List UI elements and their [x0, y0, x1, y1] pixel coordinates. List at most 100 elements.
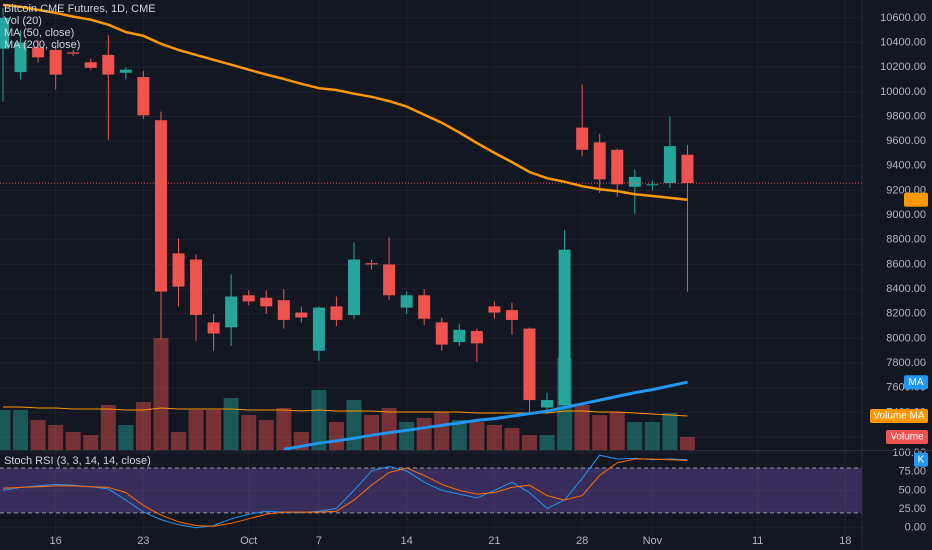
- y-tick-label: 8600.00: [886, 258, 926, 270]
- volume-bar: [328, 422, 344, 450]
- candle-body: [172, 253, 185, 287]
- y-tick-label: 10000.00: [880, 86, 926, 98]
- price-pane: [0, 0, 862, 548]
- candle-body: [260, 297, 273, 307]
- y-tick-label: 8000.00: [886, 332, 926, 344]
- candle-body: [523, 328, 536, 401]
- volume-bar: [48, 425, 64, 450]
- volume-ma-line: [3, 406, 688, 417]
- candle-body: [277, 300, 290, 320]
- candle-body: [470, 331, 483, 344]
- volume-bar: [65, 432, 81, 450]
- volume-bar: [13, 410, 29, 450]
- candle-body: [32, 47, 45, 58]
- stoch-title: Stoch RSI (3, 3, 14, 14, close): [4, 455, 151, 467]
- volume-bar: [486, 425, 502, 450]
- y-tick-label: 8800.00: [886, 234, 926, 246]
- axis-tag: [904, 192, 928, 207]
- volume-bar: [171, 432, 186, 450]
- legend-ma200: MA (200, close): [4, 39, 80, 51]
- ma-line: [283, 380, 688, 451]
- volume-bar: [135, 402, 151, 450]
- y-tick-label: 8200.00: [886, 308, 926, 320]
- candle-body: [242, 295, 255, 302]
- chart-title: Bitcoin CME Futures, 1D, CME: [4, 3, 156, 15]
- volume-bar: [662, 413, 678, 450]
- axes: 7200.007400.007600.007800.008000.008200.…: [50, 12, 928, 547]
- candle-body: [611, 149, 624, 185]
- x-tick-label: 23: [137, 535, 149, 547]
- candle-body: [593, 142, 606, 180]
- y-tick-label: 10200.00: [880, 61, 926, 73]
- y-tick-label: 9000.00: [886, 209, 926, 221]
- volume-bar: [539, 435, 555, 450]
- candle-body: [576, 127, 589, 150]
- candle-body: [67, 52, 80, 54]
- volume-bar: [469, 422, 485, 450]
- candle-body: [505, 310, 518, 320]
- ma-line: [2, 3, 688, 201]
- volume-bar: [644, 422, 660, 450]
- candle-body: [400, 295, 413, 308]
- candle-body: [435, 322, 448, 345]
- candle-body: [681, 154, 694, 184]
- candle-body: [646, 184, 659, 186]
- candle-body: [119, 69, 132, 73]
- candle-body: [453, 329, 466, 343]
- candle-body: [154, 120, 167, 292]
- y-tick-label: 50.00: [898, 484, 926, 496]
- y-tick-label: 7800.00: [886, 357, 926, 369]
- volume-bar: [522, 435, 537, 450]
- candle-body: [207, 322, 220, 334]
- candle-body: [330, 306, 343, 320]
- volume-bar: [223, 398, 239, 450]
- candle-body: [541, 400, 554, 408]
- axis-tag-label: MA: [909, 377, 924, 388]
- y-tick-label: 25.00: [898, 503, 926, 515]
- volume-bar: [0, 410, 11, 450]
- axis-tag: [914, 452, 928, 467]
- stoch-pane: [0, 452, 862, 529]
- candle-body: [14, 42, 27, 73]
- volume-bar: [346, 400, 362, 450]
- y-tick-label: 0.00: [905, 522, 926, 534]
- volume-bar: [416, 418, 432, 450]
- x-tick-label: 16: [50, 535, 62, 547]
- x-tick-label: 18: [839, 535, 851, 547]
- candle-body: [225, 296, 238, 328]
- stoch-line: [2, 454, 688, 529]
- volume-bar: [434, 412, 450, 450]
- volume-bar: [504, 428, 520, 450]
- volume-bar: [83, 435, 99, 450]
- volume-bar: [399, 422, 415, 450]
- volume-bar: [153, 338, 169, 450]
- axis-tag-label: Volume MA: [873, 411, 924, 422]
- candle-body: [418, 295, 431, 319]
- candle-body: [295, 312, 308, 318]
- volume-bar: [574, 405, 590, 450]
- volume-bar: [609, 412, 625, 450]
- candle-body: [84, 62, 97, 68]
- volume-bar: [592, 415, 608, 450]
- volume-bar: [206, 410, 222, 450]
- x-tick-label: 14: [401, 535, 413, 547]
- candle-body: [365, 263, 378, 265]
- y-tick-label: 10600.00: [880, 12, 926, 24]
- volume-bar: [627, 422, 643, 450]
- axis-tag-label: Volume: [890, 432, 924, 443]
- x-tick-label: 11: [752, 535, 763, 547]
- volume-bar: [258, 420, 274, 450]
- candle-body: [558, 249, 571, 405]
- candle-body: [137, 77, 150, 116]
- volume-bar: [241, 415, 257, 450]
- candle-body: [190, 259, 203, 315]
- x-tick-label: 21: [488, 535, 500, 547]
- axis-tag-label: K: [918, 454, 925, 465]
- candle-body: [49, 49, 62, 75]
- volume-bar: [381, 408, 397, 450]
- legend-volume: Vol (20): [4, 15, 42, 27]
- y-tick-label: 9400.00: [886, 160, 926, 172]
- candle-body: [312, 307, 325, 351]
